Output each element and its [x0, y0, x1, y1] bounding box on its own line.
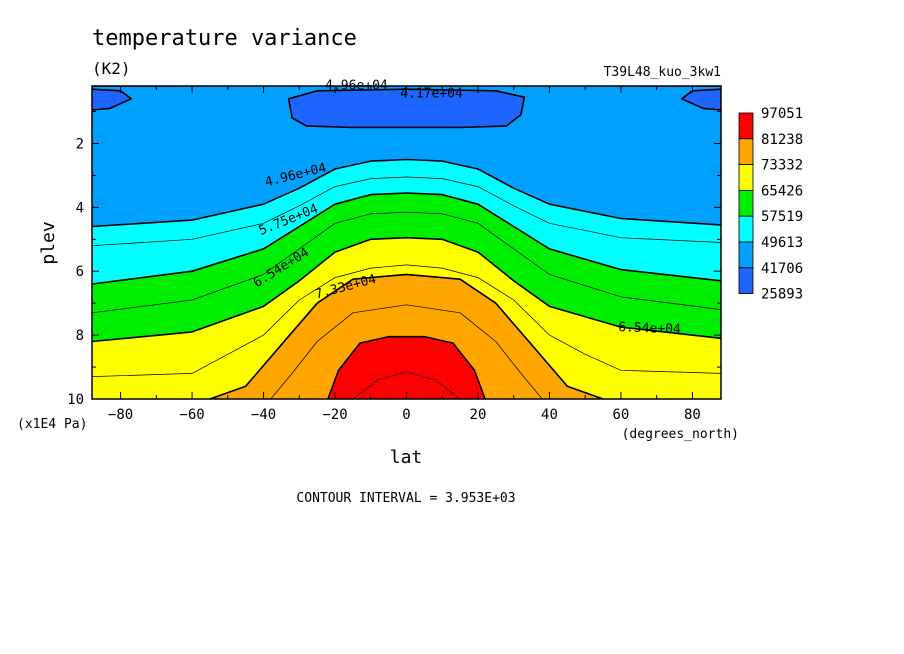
y-axis: 2 4 6 8 10: [67, 111, 721, 408]
contour-interval: CONTOUR INTERVAL = 3.953E+03: [296, 491, 515, 506]
dataset-label: T39L48_kuo_3kw1: [604, 65, 721, 80]
contour-line: [270, 304, 543, 399]
legend-level-label: 49613: [761, 235, 803, 251]
legend-swatch: [738, 189, 754, 217]
contour-fill: [327, 336, 486, 399]
x-tick-label: −80: [108, 407, 133, 423]
legend-swatch: [738, 267, 754, 294]
x-tick-label: 40: [541, 407, 558, 423]
contour-label: 4.17e+04: [400, 86, 463, 101]
y-tick-label: 10: [67, 392, 84, 408]
x-tick-label: −40: [251, 407, 276, 423]
legend-swatch: [738, 138, 754, 166]
contour-line: [92, 176, 721, 247]
y-tick-label: 4: [76, 200, 84, 216]
x-tick-label: −20: [322, 407, 347, 423]
contour-line: [92, 211, 721, 314]
x-tick-label: 80: [684, 407, 701, 423]
legend-level-label: 73332: [761, 158, 803, 174]
legend-swatch: [738, 215, 754, 243]
plot-area: [92, 86, 721, 399]
contour-line: [680, 88, 721, 111]
contour-line: [92, 264, 721, 377]
x-axis-title: lat: [390, 447, 423, 468]
contour-label: 6.54e+04: [618, 320, 681, 337]
y-axis-title: plev: [38, 221, 59, 264]
x-tick-label: 20: [470, 407, 487, 423]
chart-units: (K2): [92, 59, 131, 78]
legend-swatch: [738, 241, 754, 269]
y-tick-label: 8: [76, 328, 84, 344]
color-legend: 97051 81238 73332 65426 57519 49613 41706 25893: [738, 106, 803, 303]
contour-line: [209, 273, 604, 399]
legend-level-label: 41706: [761, 261, 803, 277]
y-axis-units: (x1E4 Pa): [17, 417, 87, 432]
x-axis: −80 −60 −40 −20 0 20 40 60 80: [108, 86, 701, 423]
contour-line: [92, 236, 721, 343]
legend-level-label: 57519: [761, 209, 803, 225]
contour-line: [327, 335, 486, 399]
contour-line: [352, 371, 461, 399]
contour-fills: [92, 86, 721, 399]
y-tick-label: 2: [76, 136, 84, 152]
y-tick-label: 6: [76, 264, 84, 280]
legend-level-label: 25893: [761, 287, 803, 303]
contour-line: [92, 158, 721, 228]
x-tick-label: 60: [613, 407, 630, 423]
legend-level-label: 97051: [761, 106, 803, 122]
contour-line: [92, 192, 721, 285]
x-tick-label: 0: [402, 407, 410, 423]
legend-level-label: 65426: [761, 183, 803, 199]
legend-level-label: 81238: [761, 132, 803, 148]
chart-title: temperature variance: [92, 26, 357, 51]
legend-swatch: [738, 112, 754, 140]
legend-swatch: [738, 164, 754, 191]
x-axis-units: (degrees_north): [622, 427, 739, 442]
contour-fill: [288, 89, 525, 128]
x-tick-label: −60: [179, 407, 204, 423]
contour-line: [92, 88, 133, 111]
